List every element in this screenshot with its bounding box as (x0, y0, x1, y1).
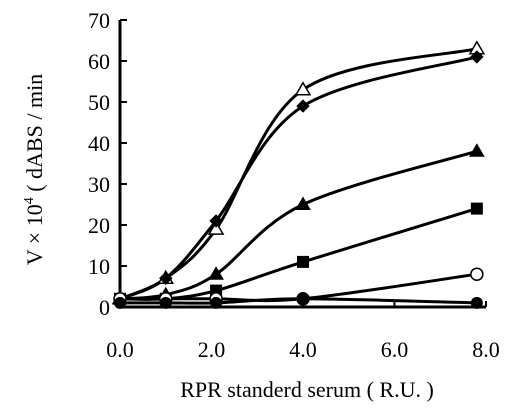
x-tick-label: 4.0 (289, 337, 317, 362)
y-axis-label-suffix: ( dABS / min (22, 74, 47, 197)
data-point-circle-filled (114, 296, 126, 309)
data-point-diamond-filled (470, 50, 484, 64)
y-axis-label-superscript: 4 (22, 197, 37, 204)
data-point-circle-filled (297, 292, 309, 305)
data-point-diamond-filled (296, 99, 310, 113)
data-point-circle-filled (210, 296, 223, 309)
series-markers-diamond-filled (113, 50, 484, 306)
data-point-triangle-filled (468, 143, 485, 157)
y-tick-label: 10 (88, 254, 110, 279)
data-point-triangle-filled (208, 266, 224, 280)
series-layer (111, 40, 486, 309)
data-point-square-filled (470, 202, 483, 215)
x-tick-label: 0.0 (106, 337, 134, 362)
data-point-circle-open (470, 267, 484, 281)
y-ticks: 0 10 20 30 40 50 60 70 (88, 8, 127, 320)
data-point-triangle-filled (295, 196, 311, 210)
x-ticks: 0.0 2.0 4.0 6.0 8.0 (106, 301, 500, 362)
y-tick-label: 20 (88, 213, 110, 238)
series-line-circle-filled (120, 297, 477, 305)
data-point-triangle-open (207, 220, 225, 235)
x-tick-label: 8.0 (472, 337, 500, 362)
x-tick-label: 6.0 (381, 337, 409, 362)
y-tick-label: 30 (88, 172, 110, 197)
series-markers-square-filled (114, 202, 483, 305)
y-tick-label: 0 (99, 295, 110, 320)
x-axis-label: RPR standerd serum ( R.U. ) (180, 377, 434, 402)
y-tick-label: 70 (88, 8, 110, 33)
series-square-filled (119, 207, 478, 301)
y-tick-label: 60 (88, 49, 110, 74)
series-markers-circle-filled (114, 292, 483, 309)
y-axis-label: V × 104 ( dABS / min (22, 74, 47, 265)
data-point-diamond-filled (159, 271, 173, 286)
x-tick-label: 2.0 (198, 337, 226, 362)
data-point-square-filled (297, 255, 309, 268)
y-axis-label-prefix: V × 10 (22, 204, 47, 265)
series-circle-filled (120, 297, 477, 305)
data-point-triangle-open (294, 81, 312, 96)
data-point-diamond-filled (209, 214, 223, 228)
data-point-circle-filled (159, 296, 172, 309)
data-point-circle-filled (470, 296, 483, 309)
y-tick-label: 50 (88, 90, 110, 115)
series-line-square-filled (119, 207, 478, 301)
y-tick-label: 40 (88, 131, 110, 156)
